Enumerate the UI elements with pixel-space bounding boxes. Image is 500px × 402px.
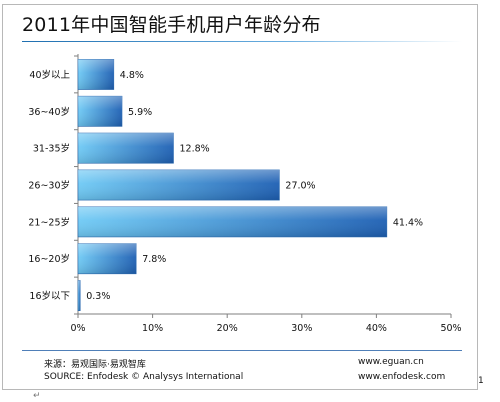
bar-shine [78,169,280,201]
category-label: 16岁以下 [29,290,70,302]
x-tick-label: 0% [70,323,85,334]
value-label: 4.8% [120,70,144,81]
footer-rule [22,350,462,351]
x-tick-label: 20% [217,323,238,334]
bar-shine [78,96,123,127]
category-label: 40岁以上 [29,69,70,81]
source-en: SOURCE: Enfodesk © Analysys Internationa… [44,372,244,382]
value-label: 5.9% [128,107,152,118]
value-label: 27.0% [285,181,315,192]
value-label: 0.3% [86,291,110,302]
x-tick-label: 30% [291,323,312,334]
chart-title: 2011年中国智能手机用户年龄分布 [22,14,321,36]
value-label: 41.4% [393,217,423,228]
category-label: 16~20岁 [28,253,70,265]
side-mark: 1 [478,376,484,386]
bar-shine [78,133,174,164]
title-rule [22,41,462,42]
value-label: 12.8% [179,144,209,155]
paragraph-mark: ↵ [33,391,41,401]
value-label: 7.8% [142,254,166,265]
bar-shine [78,59,114,90]
category-label: 36~40岁 [28,106,70,118]
category-label: 21~25岁 [28,216,70,228]
source-cn: 来源：易观国际·易观智库 [44,360,146,370]
x-tick-label: 10% [142,323,163,334]
category-label: 26~30岁 [28,180,70,192]
url-eguan: www.eguan.cn [358,357,424,367]
bar-shine [78,280,81,311]
url-enfodesk: www.enfodesk.com [358,372,446,382]
bar-shine [78,206,387,237]
category-label: 31-35岁 [33,143,70,155]
x-tick-label: 40% [366,323,387,334]
bar-shine [78,243,137,274]
x-tick-label: 50% [440,323,461,334]
